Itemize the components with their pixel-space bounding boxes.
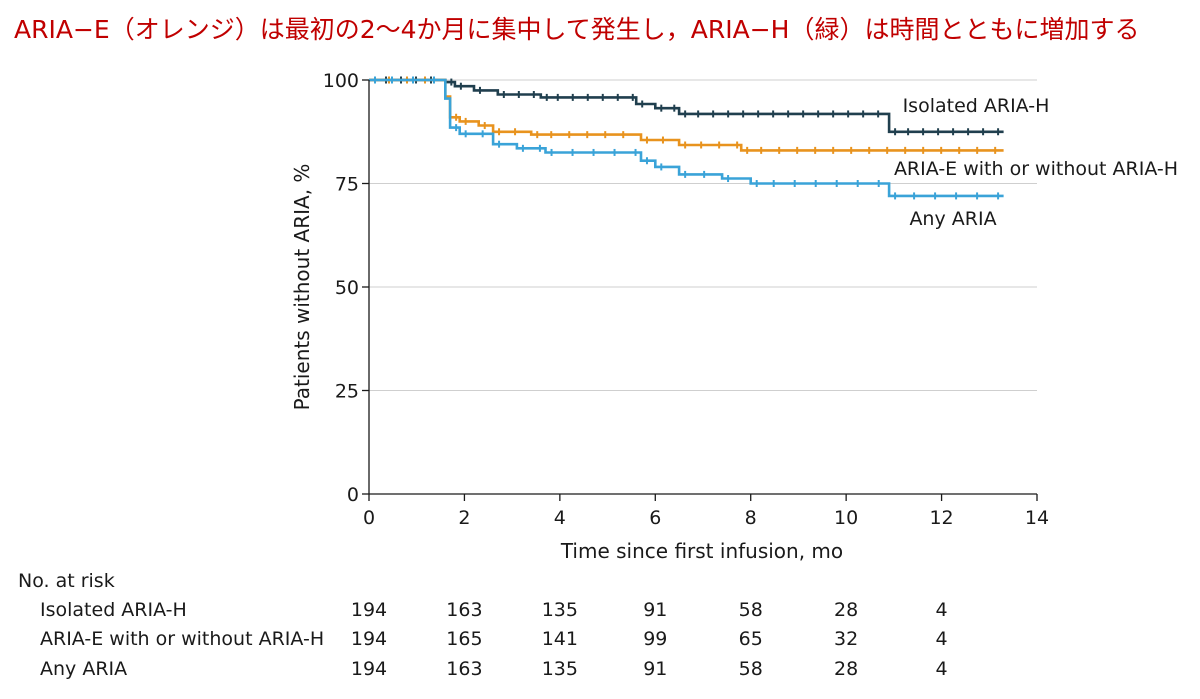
series-label: Any ARIA [909,208,996,230]
at-risk-value: 58 [738,599,763,621]
y-axis-label: Patients without ARIA, % [290,164,314,411]
km-chart: 0 25 50 75 100 0 2 4 6 8 10 12 14 Isolated ARIA-H ARI… [290,70,1178,563]
at-risk-value: 135 [541,599,578,621]
at-risk-value: 4 [935,599,948,621]
x-tick-label: 0 [363,507,375,529]
axes: 0 25 50 75 100 0 2 4 6 8 10 12 14 [323,70,1049,529]
at-risk-value: 194 [350,599,388,621]
at-risk-value: 65 [738,628,763,650]
x-tick-label: 2 [458,507,470,529]
series-label: Isolated ARIA-H [903,95,1050,117]
at-risk-value: 32 [834,628,859,650]
at-risk-table: No. at risk Isolated ARIA-H 194 163 135 91 5… [0,566,1200,696]
at-risk-value: 194 [350,658,388,680]
y-tick-label: 0 [347,484,359,506]
x-axis-label: Time since first infusion, mo [560,539,843,563]
at-risk-value: 28 [834,599,859,621]
grid-lines [369,79,1037,391]
at-risk-value: 163 [446,658,483,680]
y-tick-label: 75 [335,174,359,196]
at-risk-value: 58 [738,658,763,680]
at-risk-title: No. at risk [18,570,115,592]
y-tick-label: 25 [335,381,359,403]
y-tick-label: 100 [323,70,359,92]
at-risk-row-label: Isolated ARIA-H [40,599,187,621]
at-risk-row: ARIA-E with or without ARIA-H 194 165 141 9… [0,628,1200,654]
x-tick-label: 14 [1025,507,1049,529]
headline: ARIA−E（オレンジ）は最初の2〜4か月に集中して発生し，ARIA−H（緑）は… [14,15,1140,44]
x-tick-label: 8 [745,507,757,529]
x-tick-label: 6 [649,507,661,529]
at-risk-row-label: Any ARIA [40,658,128,680]
at-risk-value: 141 [541,628,578,650]
series-line [369,78,1004,134]
at-risk-value: 28 [834,658,859,680]
y-tick-label: 50 [335,277,359,299]
x-tick-label: 10 [834,507,858,529]
at-risk-value: 99 [643,628,668,650]
at-risk-value: 4 [935,658,948,680]
series-labels: Isolated ARIA-H ARIA-E with or without AR… [894,95,1178,230]
x-tick-label: 12 [929,507,953,529]
series-label: ARIA-E with or without ARIA-H [894,158,1178,180]
series-group [369,76,1004,200]
at-risk-value: 91 [643,599,668,621]
at-risk-value: 194 [350,628,388,650]
at-risk-value: 91 [643,658,668,680]
at-risk-value: 165 [446,628,483,650]
at-risk-row-label: ARIA-E with or without ARIA-H [40,628,325,650]
at-risk-value: 135 [541,658,578,680]
at-risk-value: 163 [446,599,483,621]
at-risk-row: Any ARIA 194 163 135 91 58 28 4 [0,658,1200,684]
at-risk-value: 4 [935,628,948,650]
x-tick-label: 4 [554,507,566,529]
at-risk-row: Isolated ARIA-H 194 163 135 91 58 28 4 [0,599,1200,625]
